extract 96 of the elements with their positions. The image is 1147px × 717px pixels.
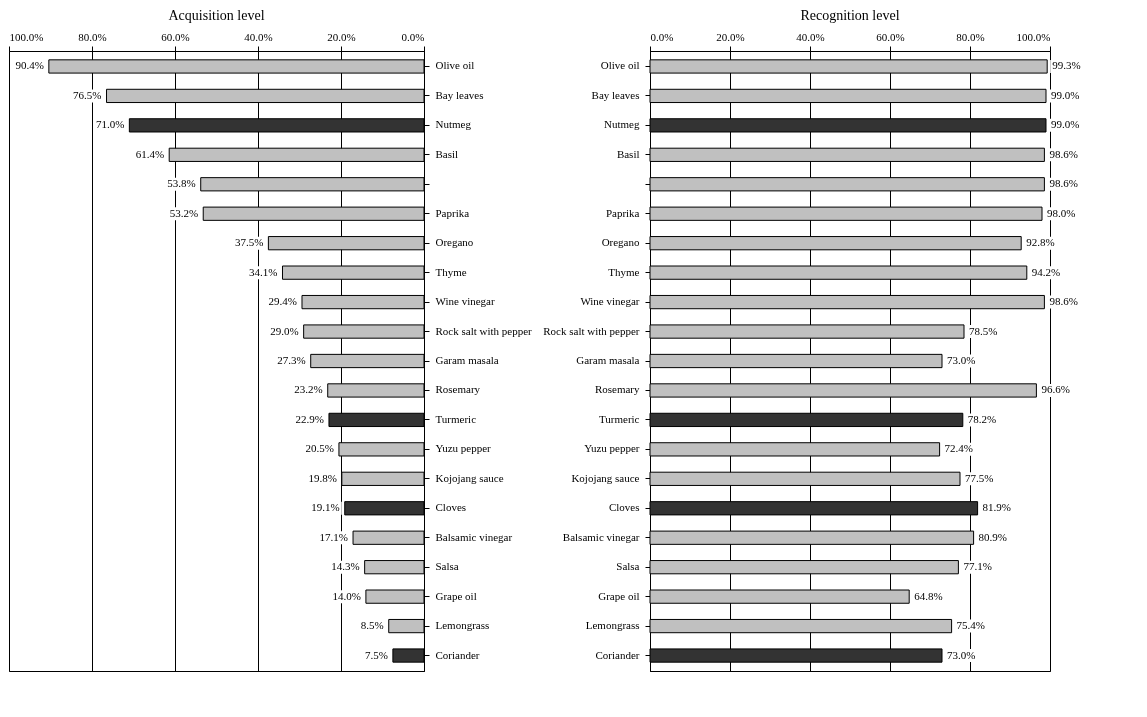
y-tick-label: Wine vinegar — [580, 295, 640, 308]
data-label: 29.0% — [270, 324, 299, 337]
y-tick-label: Olive oil — [600, 59, 640, 72]
data-label: 98.0% — [1047, 206, 1076, 219]
data-label: 99.0% — [1051, 118, 1080, 131]
y-tick-label: Coriander — [435, 648, 480, 661]
data-label: 81.9% — [982, 501, 1012, 514]
y-tick-label: Basil — [435, 147, 459, 160]
data-label: 64.8% — [914, 589, 943, 602]
data-label: 94.2% — [1031, 265, 1061, 278]
x-tick-label: 20.0% — [327, 30, 356, 43]
data-label: 34.1% — [249, 265, 278, 278]
y-tick-label: Basil — [616, 147, 640, 160]
y-tick-label: Rosemary — [435, 383, 481, 396]
x-tick-label: 40.0% — [796, 30, 825, 43]
x-tick-label: 40.0% — [244, 30, 273, 43]
y-tick-label: Rosemary — [594, 383, 640, 396]
y-tick-label: Oregano — [435, 236, 474, 249]
data-label: 53.2% — [169, 206, 199, 219]
y-tick-label: Rock salt with pepper — [435, 324, 533, 337]
y-tick-label: Coriander — [595, 648, 640, 661]
data-label: 98.6% — [1049, 147, 1078, 160]
chart-title: Recognition level — [800, 8, 900, 23]
x-tick-label: 100.0% — [1016, 30, 1051, 43]
data-label: 19.1% — [311, 501, 340, 514]
y-tick-label: Cloves — [608, 501, 640, 514]
data-label: 14.0% — [332, 589, 361, 602]
data-label: 98.6% — [1049, 177, 1078, 190]
x-tick-label: 60.0% — [876, 30, 905, 43]
y-tick-label: Lemongrass — [585, 619, 640, 632]
y-tick-label: Grape oil — [435, 589, 477, 602]
data-label: 29.4% — [268, 295, 297, 308]
data-label: 72.4% — [944, 442, 974, 455]
y-tick-label: Garam masala — [576, 354, 640, 366]
data-label: 98.6% — [1049, 295, 1078, 308]
y-tick-label: Thyme — [435, 265, 467, 278]
data-label: 78.5% — [969, 324, 998, 337]
data-label: 23.2% — [294, 383, 323, 396]
data-label: 96.6% — [1041, 383, 1070, 396]
y-tick-label: Kojojang sauce — [435, 471, 504, 484]
data-label: 61.4% — [135, 147, 165, 160]
data-label: 99.0% — [1051, 88, 1080, 101]
x-tick-label: 80.0% — [78, 30, 107, 43]
y-tick-label: Salsa — [435, 560, 459, 573]
data-label: 53.8% — [167, 177, 196, 190]
y-tick-label: Lemongrass — [435, 619, 490, 632]
y-tick-label: Thyme — [608, 265, 640, 278]
y-tick-label: Yuzu pepper — [584, 442, 640, 455]
data-label: 77.5% — [965, 471, 994, 484]
y-tick-label: Wine vinegar — [435, 295, 495, 308]
data-label: 8.5% — [360, 619, 384, 632]
y-tick-label: Turmeric — [598, 412, 640, 425]
y-tick-label: Olive oil — [435, 59, 475, 72]
data-label: 27.3% — [277, 354, 306, 366]
data-label: 19.8% — [308, 471, 337, 484]
data-label: 71.0% — [95, 118, 125, 131]
chart-title: Acquisition level — [168, 8, 265, 23]
x-tick-label: 80.0% — [956, 30, 985, 43]
y-tick-label: Turmeric — [435, 412, 477, 425]
data-label: 90.4% — [15, 59, 44, 72]
data-label: 78.2% — [967, 412, 997, 425]
data-label: 7.5% — [364, 648, 388, 661]
y-tick-label: Balsamic vinegar — [435, 530, 513, 543]
data-label: 37.5% — [234, 236, 264, 249]
y-tick-label: Kojojang sauce — [571, 471, 640, 484]
y-tick-label: Nutmeg — [435, 118, 472, 131]
data-label: 76.5% — [73, 88, 102, 101]
y-tick-label: Balsamic vinegar — [562, 530, 640, 543]
y-tick-label: Paprika — [435, 206, 470, 219]
x-tick-label: 100.0% — [9, 30, 44, 43]
data-label: 92.8% — [1026, 236, 1055, 249]
data-label: 73.0% — [947, 648, 976, 661]
y-tick-label: Paprika — [605, 206, 640, 219]
y-tick-label: Oregano — [601, 236, 640, 249]
data-label: 20.5% — [305, 442, 334, 455]
data-label: 80.9% — [978, 530, 1008, 543]
data-label: 73.0% — [947, 354, 976, 366]
y-tick-label: Bay leaves — [435, 88, 484, 101]
data-label: 75.4% — [956, 619, 986, 632]
y-tick-label: Cloves — [435, 501, 467, 514]
data-label: 77.1% — [963, 560, 992, 573]
y-tick-label: Rock salt with pepper — [543, 324, 640, 337]
y-tick-label: Yuzu pepper — [435, 442, 492, 455]
y-tick-label: Salsa — [616, 560, 640, 573]
x-tick-label: 0.0% — [650, 30, 674, 43]
x-tick-label: 0.0% — [401, 30, 425, 43]
data-label: 17.1% — [319, 530, 349, 543]
data-label: 99.3% — [1052, 59, 1081, 72]
x-tick-label: 60.0% — [161, 30, 190, 43]
y-tick-label: Garam masala — [435, 354, 499, 366]
data-label: 14.3% — [331, 560, 360, 573]
x-tick-label: 20.0% — [716, 30, 745, 43]
y-tick-label: Grape oil — [598, 589, 640, 602]
y-tick-label: Bay leaves — [591, 88, 640, 101]
data-label: 22.9% — [295, 412, 324, 425]
y-tick-label: Nutmeg — [604, 118, 640, 131]
